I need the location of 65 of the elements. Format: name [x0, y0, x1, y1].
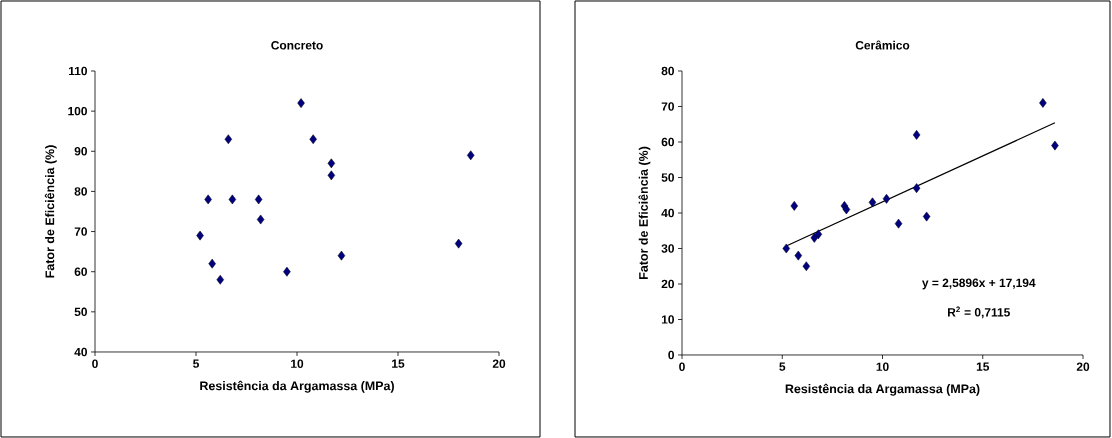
annotation: y = 2,5896x + 17,194 — [922, 278, 1036, 290]
point — [467, 150, 475, 161]
point — [256, 214, 265, 225]
point — [337, 250, 346, 261]
y-tick-label: 20 — [661, 279, 674, 289]
point — [894, 218, 903, 229]
point — [842, 204, 851, 215]
point — [204, 194, 212, 205]
y-tick-label: 80 — [74, 187, 87, 196]
y-tick-label: 0 — [668, 350, 674, 360]
y-tick-label: 60 — [74, 267, 87, 276]
x-tick-label: 20 — [1076, 362, 1090, 371]
x-axis-title: Resistência da Argamassa (MPa) — [785, 383, 980, 396]
point — [882, 193, 891, 204]
y-tick-label: 10 — [661, 315, 674, 324]
x-tick-label: 5 — [193, 359, 199, 368]
x-tick-label: 15 — [392, 359, 405, 368]
point — [454, 238, 463, 249]
point — [196, 230, 204, 241]
point — [1039, 98, 1047, 108]
point — [228, 194, 237, 205]
y-tick-label: 50 — [661, 173, 674, 182]
point — [912, 130, 921, 140]
point — [309, 134, 317, 145]
x-tick-label: 10 — [291, 359, 304, 368]
point — [254, 194, 263, 205]
y-tick-label: 60 — [661, 137, 674, 147]
y-axis-title: Fator de Eficiência (%) — [638, 146, 651, 279]
y-axis-title: Fator de Eficiência (%) — [44, 145, 57, 278]
point — [297, 98, 305, 108]
x-axis-title: Resistência da Argamassa (MPa) — [200, 380, 394, 393]
point — [782, 243, 790, 254]
point — [283, 266, 291, 277]
x-tick-label: 5 — [779, 362, 786, 371]
point — [216, 274, 224, 285]
chart-title: Concreto — [271, 41, 323, 50]
y-tick-label: 80 — [661, 66, 674, 76]
point — [224, 134, 233, 145]
point — [327, 158, 336, 169]
y-tick-label: 70 — [74, 227, 87, 236]
x-tick-label: 0 — [679, 362, 685, 371]
y-tick-label: 40 — [661, 208, 674, 218]
y-tick-label: 40 — [74, 347, 87, 357]
point — [802, 261, 811, 272]
point — [327, 170, 336, 181]
x-tick-label: 0 — [92, 359, 98, 368]
y-tick-label: 90 — [74, 147, 87, 156]
y-tick-label: 50 — [74, 307, 87, 317]
point — [814, 229, 823, 240]
chart-title: Cerâmico — [855, 40, 910, 50]
point — [868, 197, 877, 208]
y-tick-label: 110 — [68, 66, 87, 76]
annotation: R$^{2}$ = 0,7115 — [948, 306, 1010, 319]
point — [208, 258, 216, 269]
point — [1051, 140, 1059, 151]
point — [922, 211, 931, 222]
y-tick-label: 70 — [661, 102, 674, 111]
x-tick-label: 20 — [492, 359, 506, 368]
y-tick-label: 100 — [68, 106, 87, 116]
point — [912, 183, 921, 193]
y-tick-label: 30 — [661, 244, 674, 253]
x-tick-label: 10 — [876, 362, 889, 371]
x-tick-label: 15 — [976, 362, 990, 371]
point — [794, 250, 802, 261]
point — [790, 201, 798, 211]
